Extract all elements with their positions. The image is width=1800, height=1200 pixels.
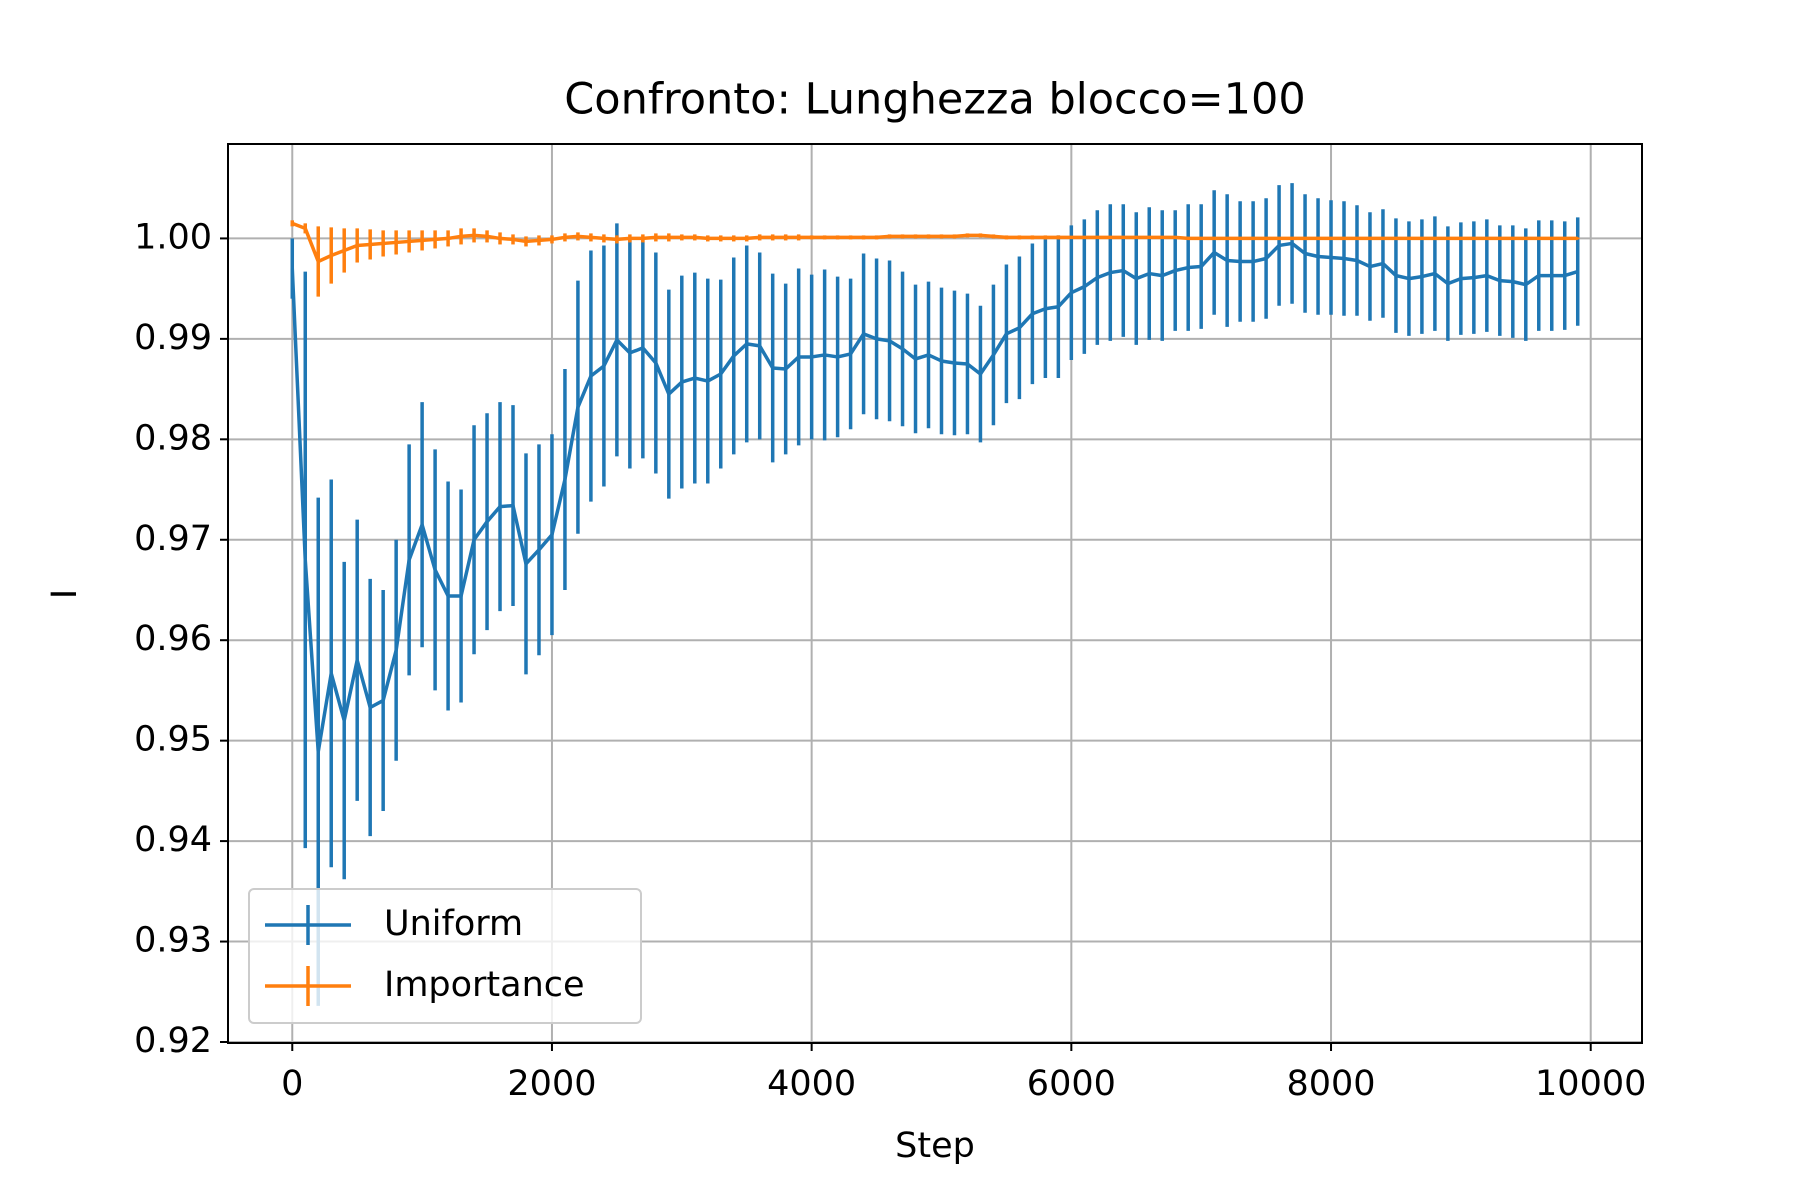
legend-label: Importance (384, 965, 585, 1005)
plot-frame (227, 143, 1643, 1044)
y-tick-label: 0.98 (134, 418, 212, 458)
x-tick-label: 2000 (507, 1064, 596, 1104)
legend-label: Uniform (384, 904, 523, 944)
legend: Uniform Importance (248, 888, 642, 1024)
y-tick-label: 0.99 (134, 318, 212, 358)
y-tick-label: 0.95 (134, 720, 212, 760)
y-tick-label: 1.00 (134, 217, 212, 257)
x-tick-label: 0 (281, 1064, 303, 1104)
x-tick-label: 4000 (767, 1064, 856, 1104)
series-line (290, 241, 1579, 754)
y-tick-label: 0.97 (134, 519, 212, 559)
y-axis-label: I (45, 589, 85, 599)
x-tick-label: 8000 (1286, 1064, 1375, 1104)
y-tick-label: 0.96 (134, 619, 212, 659)
chart-title: Confronto: Lunghezza blocco=100 (564, 75, 1305, 125)
y-tick-label: 0.92 (134, 1021, 212, 1061)
x-axis-label: Step (895, 1126, 975, 1166)
x-tick-label: 10000 (1535, 1064, 1646, 1104)
y-tick-label: 0.94 (134, 820, 212, 860)
y-tick-label: 0.93 (134, 921, 212, 961)
legend-box (248, 888, 642, 1024)
series-line (291, 221, 1578, 264)
x-tick-label: 6000 (1027, 1064, 1116, 1104)
